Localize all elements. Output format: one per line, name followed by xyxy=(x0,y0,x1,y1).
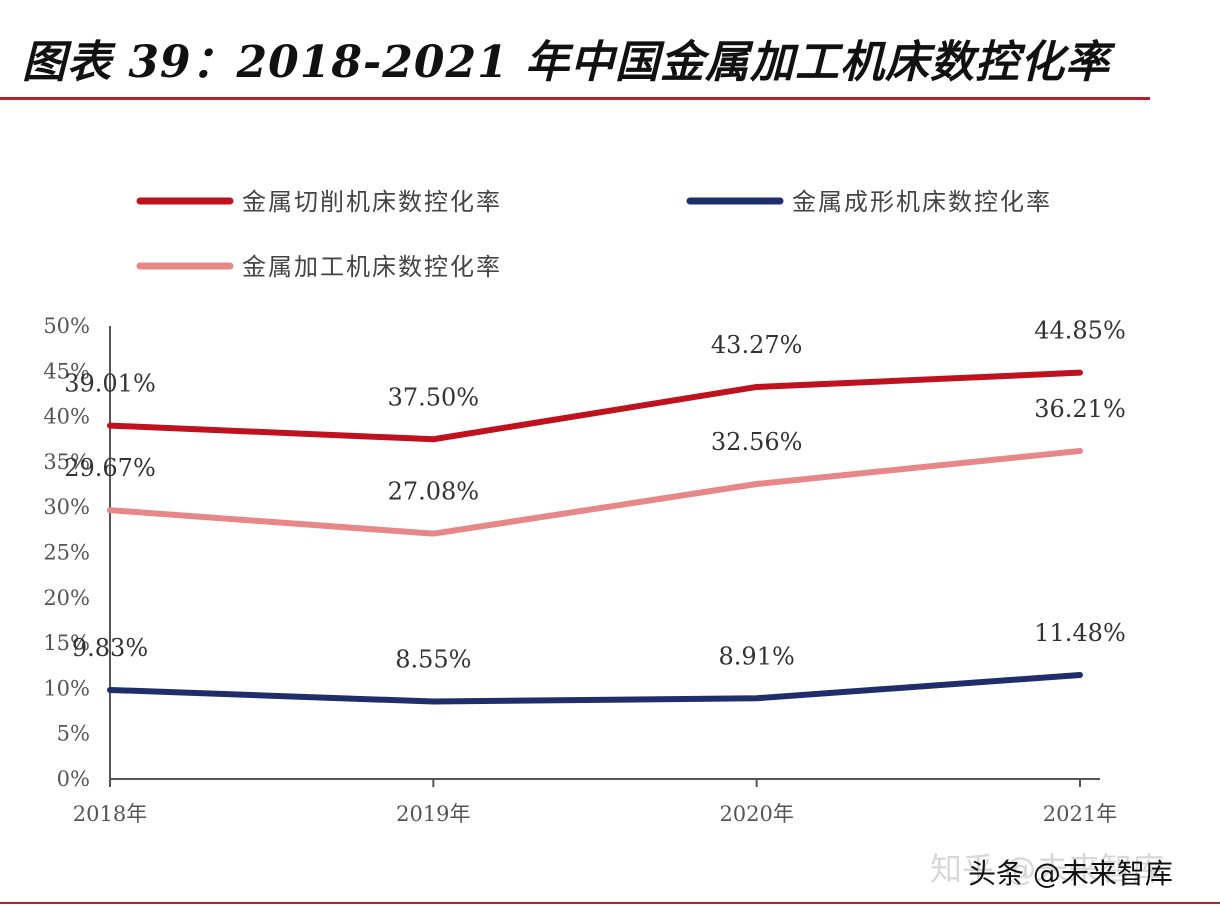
legend-label-2: 金属成形机床数控化率 xyxy=(792,188,1052,216)
y-tick-label: 5% xyxy=(57,722,90,746)
y-tick-label: 40% xyxy=(43,405,90,429)
series-line-2 xyxy=(107,671,1083,705)
y-tick-label: 25% xyxy=(43,541,90,565)
data-label-s3-3: 32.56% xyxy=(711,428,803,456)
bottom-divider xyxy=(0,902,1220,904)
data-label-s1-3: 43.27% xyxy=(711,331,803,359)
legend-label-1: 金属切削机床数控化率 xyxy=(242,188,502,216)
data-label-s2-2: 8.55% xyxy=(395,646,471,674)
title-divider xyxy=(0,97,1150,100)
x-tick-label: 2020年 xyxy=(719,802,793,826)
series-line-1 xyxy=(107,369,1083,443)
data-labels: 39.01% 37.50% 43.27% 44.85% 9.83% 8.55% 8.91% 1… xyxy=(64,317,1126,674)
x-tick-label: 2019年 xyxy=(396,802,470,826)
y-tick-label: 10% xyxy=(43,676,90,700)
y-tick-label: 45% xyxy=(43,359,90,383)
data-label-s3-4: 36.21% xyxy=(1034,395,1126,423)
data-label-s2-3: 8.91% xyxy=(719,642,795,670)
y-tick-label: 0% xyxy=(57,767,90,791)
data-label-s1-2: 37.50% xyxy=(388,383,480,411)
axes: 0% 5% 10% 15% 20% 25% 30% 35% 40% 45% 50% 2018年 2019… xyxy=(43,314,1117,826)
y-tick-label: 50% xyxy=(43,314,90,338)
chart-title: 图表 39：2018-2021 年中国金属加工机床数控化率 xyxy=(22,37,1111,88)
x-tick-label: 2021年 xyxy=(1043,802,1117,826)
y-tick-label: 30% xyxy=(43,495,90,519)
y-tick-label: 20% xyxy=(43,586,90,610)
data-label-s1-1: 39.01% xyxy=(64,370,156,398)
watermark-text: 知乎 @未来智库 xyxy=(930,850,1165,888)
series-lines xyxy=(107,369,1083,705)
legend-label-3: 金属加工机床数控化率 xyxy=(242,253,502,281)
y-tick-label: 35% xyxy=(43,450,90,474)
data-label-s3-1: 29.67% xyxy=(64,454,156,482)
series-line-3 xyxy=(107,447,1083,537)
data-label-s2-1: 9.83% xyxy=(72,634,148,662)
data-label-s1-4: 44.85% xyxy=(1034,317,1126,345)
data-label-s3-2: 27.08% xyxy=(388,478,480,506)
data-label-s2-4: 11.48% xyxy=(1034,619,1126,647)
x-tick-label: 2018年 xyxy=(73,802,147,826)
y-tick-label: 15% xyxy=(43,631,90,655)
credit-text: 头条 @未来智库 xyxy=(968,857,1173,890)
